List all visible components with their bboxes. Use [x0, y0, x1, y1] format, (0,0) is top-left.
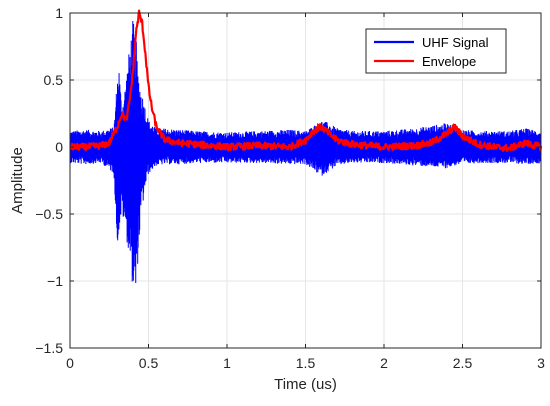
y-tick-label: −1.5 [35, 340, 63, 356]
x-tick-label: 0.5 [139, 355, 159, 371]
legend-label: UHF Signal [422, 35, 489, 50]
series-line-envelope [69, 9, 543, 152]
ticks: 0 0.5 1 1.5 2 2.5 3 −1.5 −1 −0.5 0 0.5 1 [35, 5, 545, 371]
x-tick-label: 0 [66, 355, 74, 371]
y-tick-label: 0 [55, 139, 63, 155]
y-tick-label: 1 [55, 5, 63, 21]
x-tick-label: 3 [537, 355, 545, 371]
x-tick-label: 2.5 [453, 355, 473, 371]
x-tick-label: 1 [223, 355, 231, 371]
series-layer [69, 9, 543, 283]
legend-label: Envelope [422, 54, 476, 69]
x-axis-label: Time (us) [274, 376, 337, 393]
x-tick-label: 1.5 [296, 355, 316, 371]
y-tick-label: −1 [47, 273, 63, 289]
legend: UHF Signal Envelope [365, 28, 507, 74]
y-tick-label: −0.5 [35, 206, 63, 222]
legend-box [365, 28, 507, 74]
y-axis-label: Amplitude [9, 147, 26, 214]
x-tick-label: 2 [380, 355, 388, 371]
y-tick-label: 0.5 [44, 72, 64, 88]
